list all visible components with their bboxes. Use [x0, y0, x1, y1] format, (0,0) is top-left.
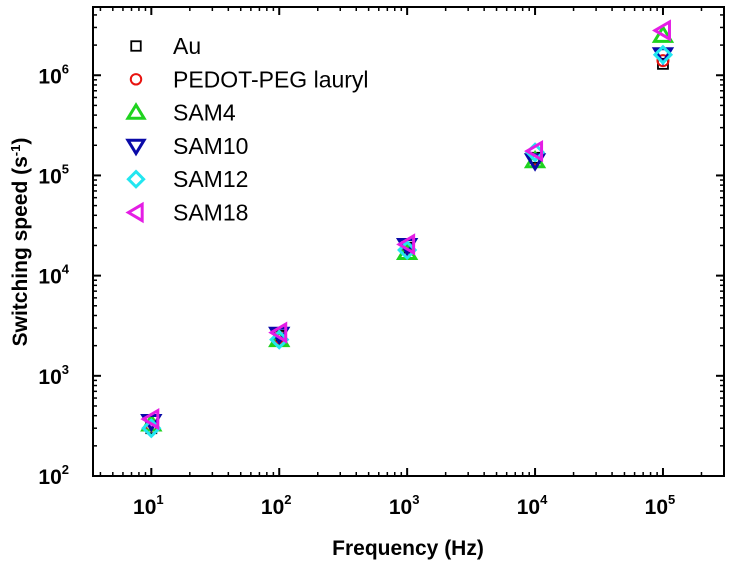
y-tick-base: 10 — [38, 466, 61, 489]
y-tick-base: 10 — [38, 266, 61, 289]
x-tick-label: 101 — [133, 492, 164, 519]
y-tick-base: 10 — [38, 65, 61, 88]
legend-marker — [130, 40, 142, 52]
y-tick-exp: 6 — [62, 61, 69, 76]
legend-label: SAM18 — [173, 200, 248, 226]
data-point-sam18 — [268, 321, 288, 344]
y-tick-label: 102 — [38, 462, 69, 489]
y-axis-title-exp: -1 — [8, 145, 23, 157]
legend-label: Au — [173, 33, 201, 59]
data-point-sam18 — [652, 19, 671, 42]
data-point-sam12 — [652, 44, 674, 65]
x-tick-exp: 1 — [156, 492, 163, 507]
x-tick-base: 10 — [517, 496, 540, 519]
plot-frame — [92, 6, 725, 477]
y-tick-exp: 5 — [62, 161, 69, 176]
data-point-sam18 — [140, 407, 160, 431]
x-tick-exp: 4 — [540, 492, 548, 507]
legend: Au PEDOT-PEG lauryl SAM4 SAM10 SAM12 SAM18 — [125, 33, 369, 226]
y-axis-title-close: ) — [9, 138, 32, 145]
y-tick-base: 10 — [38, 366, 61, 389]
x-tick-base: 10 — [133, 496, 156, 519]
legend-marker — [126, 169, 146, 189]
x-tick-label: 105 — [645, 492, 676, 519]
legend-label: SAM4 — [173, 100, 236, 126]
x-tick-exp: 3 — [412, 492, 419, 507]
data-point-pedot-peg-lauryl — [656, 54, 670, 68]
legend-label: SAM10 — [173, 133, 248, 159]
x-tick-label: 104 — [517, 492, 548, 519]
y-tick-exp: 4 — [62, 262, 70, 277]
legend-label: PEDOT-PEG lauryl — [173, 66, 369, 92]
y-tick-exp: 3 — [62, 362, 69, 377]
legend-marker — [125, 102, 147, 120]
y-tick-label: 105 — [38, 161, 69, 188]
data-point-sam18 — [524, 139, 544, 163]
x-tick-exp: 5 — [668, 492, 675, 507]
y-tick-exp: 2 — [62, 462, 69, 477]
x-tick-label: 102 — [261, 492, 292, 519]
y-tick-base: 10 — [38, 165, 61, 188]
legend-marker — [129, 73, 143, 86]
x-axis-title: Frequency (Hz) — [332, 537, 484, 560]
y-tick-label: 103 — [38, 362, 69, 389]
legend-marker — [125, 201, 144, 224]
x-tick-base: 10 — [261, 496, 284, 519]
x-tick-base: 10 — [389, 496, 412, 519]
legend-label: SAM12 — [173, 166, 248, 192]
y-axis-title-main: Switching speed (s — [9, 156, 32, 346]
y-tick-label: 106 — [38, 61, 69, 88]
x-tick-exp: 2 — [284, 492, 291, 507]
x-tick-label: 103 — [389, 492, 420, 519]
legend-marker — [125, 138, 147, 157]
data-points — [140, 19, 675, 439]
x-tick-base: 10 — [645, 496, 668, 519]
y-tick-label: 104 — [38, 262, 69, 289]
y-axis-title: Switching speed (s-1) — [8, 138, 33, 347]
data-point-sam18 — [396, 233, 416, 256]
